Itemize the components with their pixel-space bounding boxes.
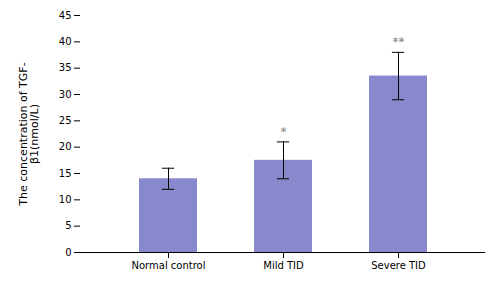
svg-text:25: 25 [59,115,72,126]
svg-text:45: 45 [59,10,72,21]
svg-text:Normal control: Normal control [131,260,205,271]
svg-text:*: * [281,125,287,139]
svg-text:Mild TID: Mild TID [263,260,304,271]
svg-text:5: 5 [65,220,71,231]
svg-text:0: 0 [65,247,71,258]
svg-text:40: 40 [59,36,72,47]
svg-text:**: ** [393,35,405,49]
svg-text:15: 15 [59,168,72,179]
svg-text:20: 20 [59,141,72,152]
svg-text:35: 35 [59,62,72,73]
svg-text:Severe TID: Severe TID [371,260,426,271]
svg-text:10: 10 [59,194,72,205]
svg-text:30: 30 [59,89,72,100]
svg-text:The concentration of TGF-β1(nm: The concentration of TGF-β1(nmol/L) [17,62,41,206]
